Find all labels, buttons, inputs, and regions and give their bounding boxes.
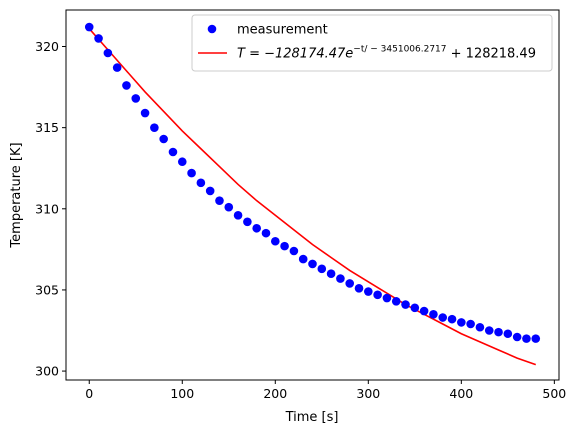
measurement-point [196,178,206,188]
measurement-point [140,108,150,118]
plot-frame [65,9,560,381]
measurement-point [94,34,103,43]
measurement-point [112,63,122,72]
legend-fit-exponent: −t/ − 3451006.2717 [353,45,446,55]
x-tick-label: 0 [85,386,93,401]
measurement-point [382,293,392,303]
measurement-point [187,168,196,178]
measurement-point [215,196,224,205]
legend-box [191,14,553,72]
measurement-point [373,290,382,300]
measurement-point [484,326,494,335]
x-tick-label: 400 [449,386,473,401]
measurement-point [205,186,215,196]
measurement-point [308,259,317,269]
measurement-point [243,217,252,227]
measurement-point [103,48,113,58]
measurement-point [354,284,364,293]
fit-curve-line [88,28,537,366]
measurement-point [336,274,345,283]
legend-measurement-marker [207,24,217,34]
y-axis-label: Temperature [K] [9,142,24,248]
measurement-point [447,314,457,324]
measurement-point [270,236,280,246]
x-axis-ticks: 0 100 200 300 400 500 [85,380,566,401]
measurement-point [475,322,485,332]
y-tick-label: 310 [35,201,59,216]
measurement-point [531,334,541,343]
measurement-point [438,313,448,322]
x-axis-label: Time [s] [285,410,339,425]
measurement-point [503,329,513,339]
measurement-point [326,269,336,279]
legend-fit-e: e [345,47,353,62]
measurement-point [494,327,503,337]
legend-fit-label: T = −128174.47e−t/ − 3451006.2717 + 1282… [237,45,536,62]
measurement-point [224,202,234,212]
measurement-point [345,279,355,288]
y-tick-label: 305 [35,282,59,297]
measurement-point [177,157,187,167]
measurement-point [261,228,271,238]
x-tick-label: 100 [170,386,194,401]
legend-fit-suffix: + 128218.49 [447,47,536,62]
measurement-point [364,287,373,296]
x-tick-label: 300 [356,386,380,401]
measurement-point [168,147,178,157]
legend: measurement T = −128174.47e−t/ − 3451006… [191,14,553,72]
measurement-point [159,134,168,144]
measurement-point [233,210,243,220]
measurement-point [280,241,289,251]
measurement-point [429,309,438,319]
y-axis-ticks: 300 305 310 315 320 [35,39,66,379]
y-tick-label: 315 [35,120,59,135]
plot-area [66,10,559,380]
measurement-point [150,123,159,132]
measurement-point [391,296,401,306]
measurement-point [512,332,522,342]
y-tick-label: 300 [35,364,59,379]
y-tick-label: 320 [35,39,59,54]
measurement-point [84,22,94,32]
measurement-point [252,223,261,233]
measurement-point [466,319,475,329]
measurement-point [401,300,410,309]
legend-measurement-label: measurement [237,23,328,38]
points-layer [84,22,541,343]
measurement-point [289,246,299,256]
measurement-point [122,81,131,90]
x-tick-label: 200 [263,386,287,401]
legend-fit-prefix: T = −128174.47 [237,47,346,62]
x-tick-label: 500 [542,386,566,401]
measurement-point [131,94,141,103]
lines-layer [88,28,537,366]
measurement-point [522,334,531,343]
measurement-point [419,306,429,316]
measurement-point [317,264,327,274]
measurement-point [298,254,308,264]
measurement-point [410,303,420,313]
measurement-point [457,318,466,327]
